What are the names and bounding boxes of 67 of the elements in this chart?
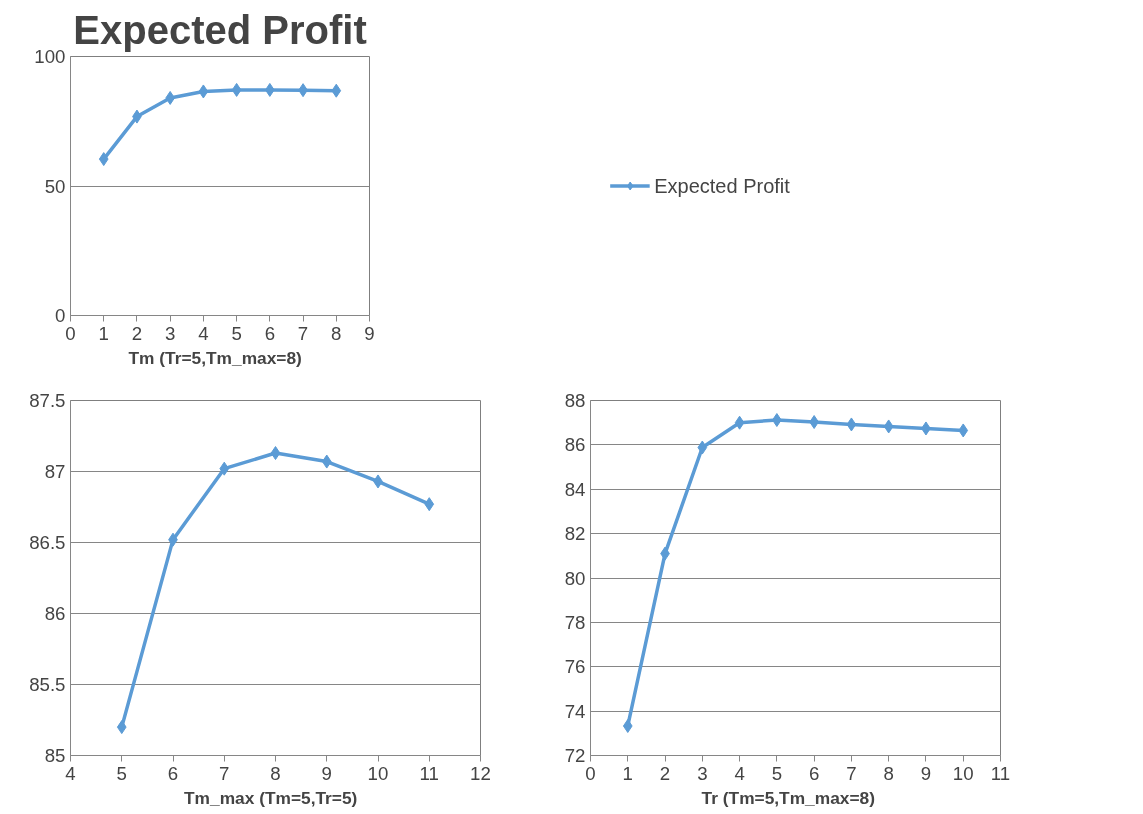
x-tick-label: 6 [808, 762, 820, 784]
x-tick-label: 5 [116, 762, 127, 784]
point [883, 419, 894, 434]
x-tick-label: 4 [65, 762, 76, 784]
point [231, 82, 242, 97]
y-tick-label: 80 [564, 567, 586, 589]
point [198, 84, 209, 99]
x-tick-label: 1 [622, 762, 633, 784]
point [98, 152, 109, 167]
y-tick-label: 50 [44, 175, 66, 197]
y-tick-label: 87.5 [29, 390, 66, 411]
point [116, 720, 127, 735]
chart-title: Expected Profit [73, 7, 367, 52]
y-tick-label: 100 [34, 46, 66, 67]
point [734, 415, 745, 430]
x-tick-label: 11 [419, 762, 439, 784]
point [846, 417, 857, 432]
x-tick-label: 9 [321, 762, 332, 784]
x-tick-label: 7 [297, 322, 309, 344]
point [622, 718, 633, 733]
x-tick-label: 8 [883, 762, 894, 784]
y-tick-label: 85 [44, 745, 66, 766]
point [219, 461, 230, 476]
x-tick-label: 6 [264, 322, 276, 344]
x-tick-label: 4 [734, 762, 745, 784]
legend-label: Expected Profit [654, 174, 790, 197]
point [331, 83, 342, 98]
x-tick-label: 10 [952, 762, 974, 784]
x-tick-label: 11 [990, 762, 1011, 784]
point [958, 423, 969, 438]
x-axis-title: Tm_max (Tm=5,Tr=5) [184, 787, 358, 808]
x-axis-title: Tr (Tm=5,Tm_max=8) [701, 787, 875, 808]
x-tick-label: 3 [164, 322, 176, 344]
x-tick-label: 8 [331, 322, 342, 344]
x-tick-label: 3 [697, 762, 708, 784]
x-tick-label: 12 [470, 762, 491, 784]
y-tick-label: 86 [44, 603, 66, 624]
y-tick-label: 85.5 [29, 674, 66, 695]
y-tick-label: 88 [564, 390, 586, 411]
x-tick-label: 7 [846, 762, 857, 784]
y-tick-label: 86 [564, 434, 586, 456]
y-tick-label: 82 [564, 523, 586, 545]
x-tick-label: 1 [98, 322, 109, 344]
x-tick-label: 9 [920, 762, 932, 784]
y-tick-label: 86.5 [29, 532, 66, 553]
x-tick-label: 8 [270, 762, 281, 784]
x-tick-label: 4 [198, 322, 209, 344]
y-tick-label: 74 [564, 700, 586, 722]
point [270, 446, 281, 461]
y-tick-label: 0 [55, 305, 66, 326]
x-tick-label: 2 [131, 322, 143, 344]
point [424, 497, 435, 512]
point [697, 440, 708, 455]
x-tick-label: 7 [219, 762, 230, 784]
y-tick-label: 78 [564, 611, 586, 633]
x-tick-label: 5 [771, 762, 783, 784]
y-tick-label: 87 [44, 461, 66, 482]
x-tick-label: 2 [659, 762, 671, 784]
x-tick-label: 10 [367, 762, 389, 784]
y-tick-label: 84 [564, 478, 586, 500]
x-tick-label: 9 [364, 322, 375, 344]
point [321, 454, 332, 469]
x-tick-label: 6 [167, 762, 179, 784]
x-tick-label: 5 [231, 322, 242, 344]
x-axis-title: Tm (Tr=5,Tm_max=8) [128, 347, 302, 368]
y-tick-label: 72 [564, 745, 586, 766]
y-tick-label: 76 [564, 656, 586, 678]
